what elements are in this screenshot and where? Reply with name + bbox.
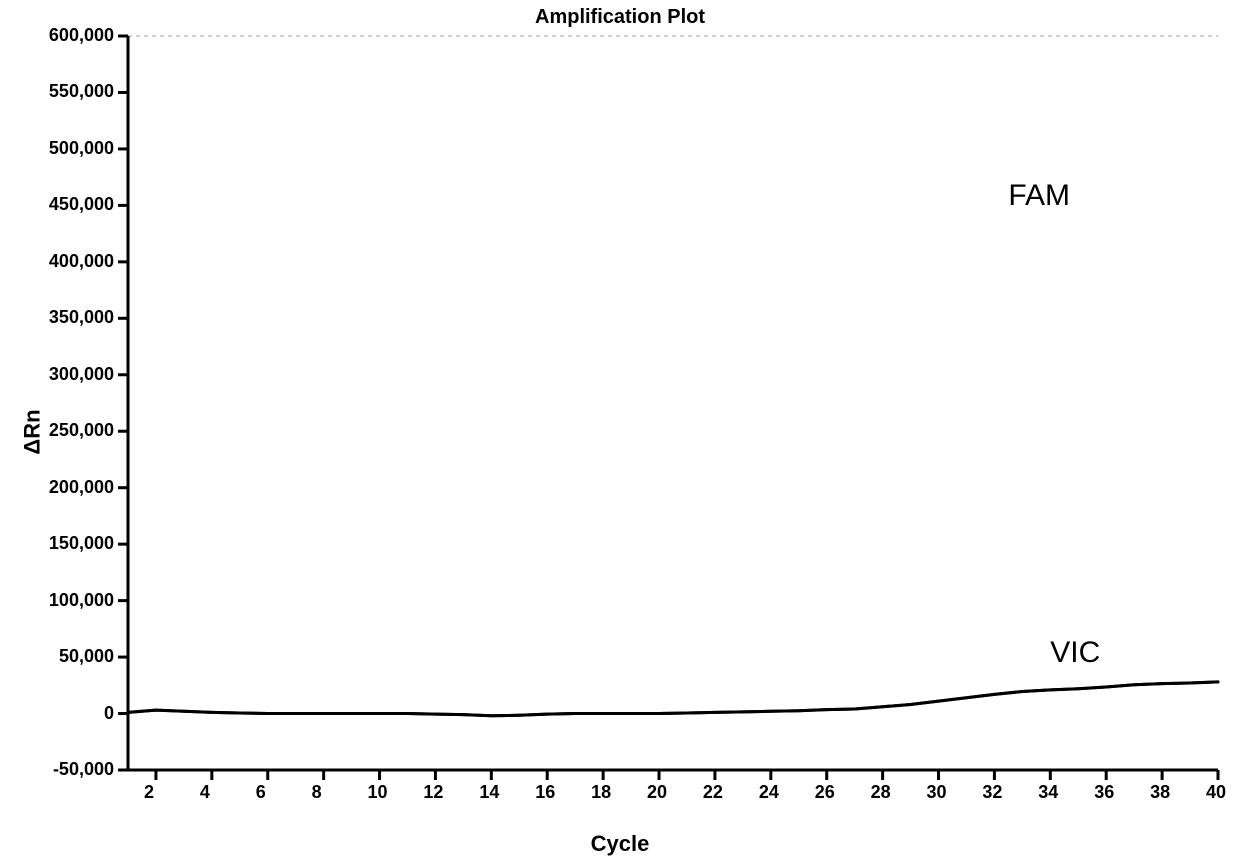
xtick-label: 12 xyxy=(423,782,443,803)
xtick-label: 10 xyxy=(368,782,388,803)
annotation-fam: FAM xyxy=(1008,179,1070,213)
ytick-label: 450,000 xyxy=(49,194,114,215)
ytick-label: -50,000 xyxy=(53,759,114,780)
xtick-label: 34 xyxy=(1038,782,1058,803)
xtick-label: 22 xyxy=(703,782,723,803)
xtick-label: 20 xyxy=(647,782,667,803)
xtick-label: 24 xyxy=(759,782,779,803)
xtick-label: 14 xyxy=(479,782,499,803)
xtick-label: 38 xyxy=(1150,782,1170,803)
xtick-label: 26 xyxy=(815,782,835,803)
xtick-label: 8 xyxy=(312,782,322,803)
ytick-label: 550,000 xyxy=(49,81,114,102)
xtick-label: 16 xyxy=(535,782,555,803)
ytick-label: 0 xyxy=(104,703,114,724)
ytick-label: 600,000 xyxy=(49,25,114,46)
xtick-label: 32 xyxy=(982,782,1002,803)
xtick-label: 4 xyxy=(200,782,210,803)
ytick-label: 250,000 xyxy=(49,420,114,441)
xtick-label: 28 xyxy=(871,782,891,803)
ytick-label: 300,000 xyxy=(49,364,114,385)
ytick-label: 500,000 xyxy=(49,138,114,159)
xtick-label: 30 xyxy=(927,782,947,803)
ytick-label: 200,000 xyxy=(49,477,114,498)
plot-svg xyxy=(0,0,1240,863)
annotation-vic: VIC xyxy=(1050,636,1100,670)
xtick-label: 2 xyxy=(144,782,154,803)
ytick-label: 150,000 xyxy=(49,533,114,554)
xtick-label: 18 xyxy=(591,782,611,803)
ytick-label: 100,000 xyxy=(49,590,114,611)
xtick-label: 36 xyxy=(1094,782,1114,803)
ytick-label: 400,000 xyxy=(49,251,114,272)
xtick-label: 40 xyxy=(1206,782,1226,803)
amplification-plot: Amplification Plot ΔRn Cycle -50,000050,… xyxy=(0,0,1240,863)
ytick-label: 350,000 xyxy=(49,307,114,328)
xtick-label: 6 xyxy=(256,782,266,803)
ytick-label: 50,000 xyxy=(59,646,114,667)
